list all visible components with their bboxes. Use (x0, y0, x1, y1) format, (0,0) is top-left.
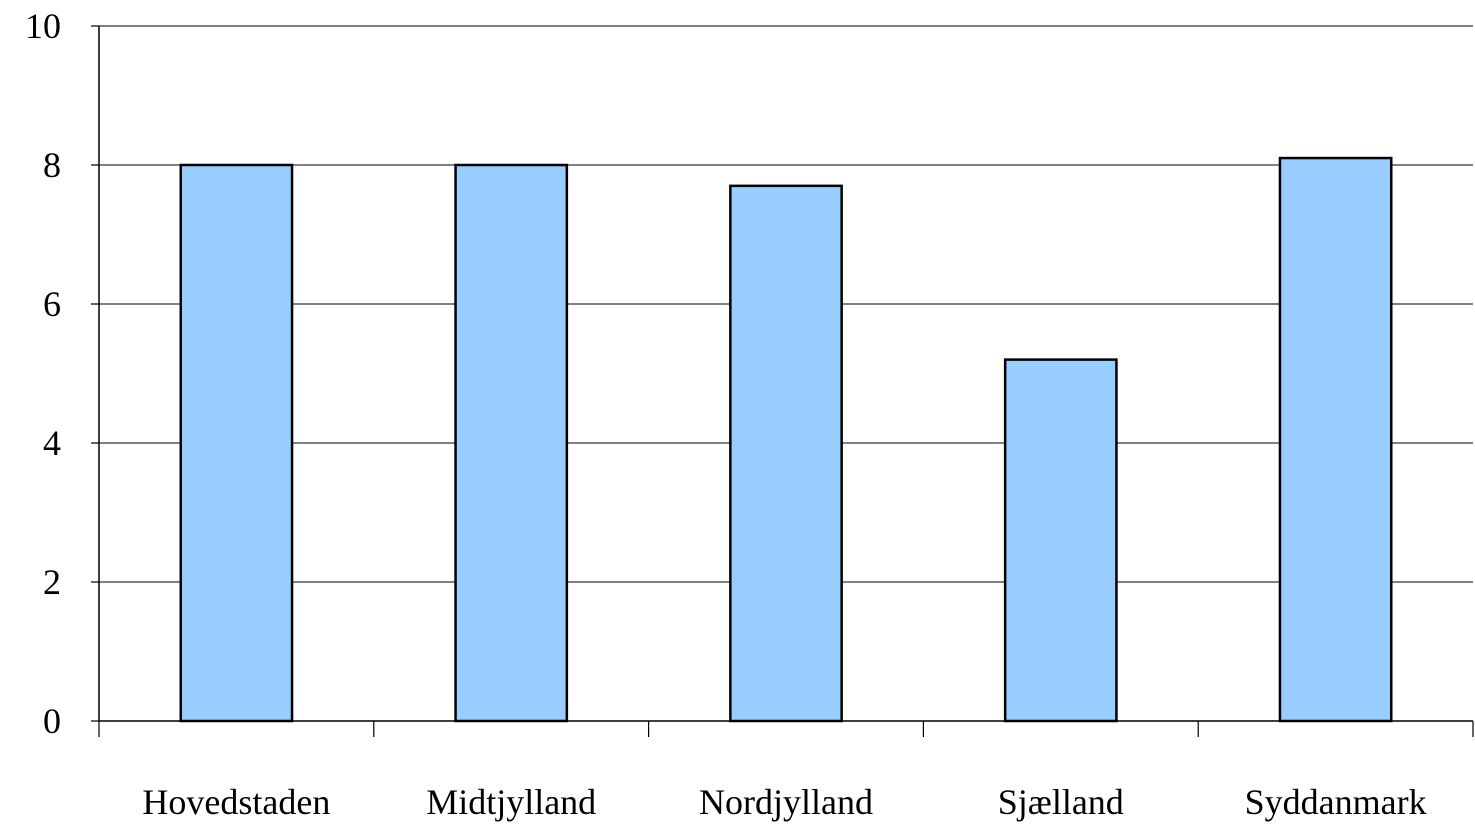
y-tick-label: 4 (43, 423, 61, 463)
y-tick-label: 0 (43, 701, 61, 741)
y-tick-label: 8 (43, 145, 61, 185)
y-tick-label: 10 (25, 6, 61, 46)
bars (179, 156, 1393, 723)
x-tick-labels: Hovedstaden Midtjylland Nordjylland Sjællan… (142, 782, 1426, 822)
y-tick-label: 6 (43, 284, 61, 324)
x-tick-label: Midtjylland (426, 782, 596, 822)
bar-nordjylland (729, 184, 843, 723)
x-tick-label: Syddanmark (1245, 782, 1427, 822)
bar-sjælland (1003, 358, 1118, 723)
bar-midtjylland (454, 163, 569, 723)
y-tick-label: 2 (43, 562, 61, 602)
x-tick-label: Nordjylland (699, 782, 873, 822)
axes (98, 26, 1473, 722)
bar-syddanmark (1278, 156, 1393, 723)
x-tick-label: Hovedstaden (142, 782, 330, 822)
y-tick-labels: 0 2 4 6 8 10 (25, 6, 61, 741)
x-tick-label: Sjælland (998, 782, 1124, 822)
bar-hovedstaden (179, 163, 294, 723)
